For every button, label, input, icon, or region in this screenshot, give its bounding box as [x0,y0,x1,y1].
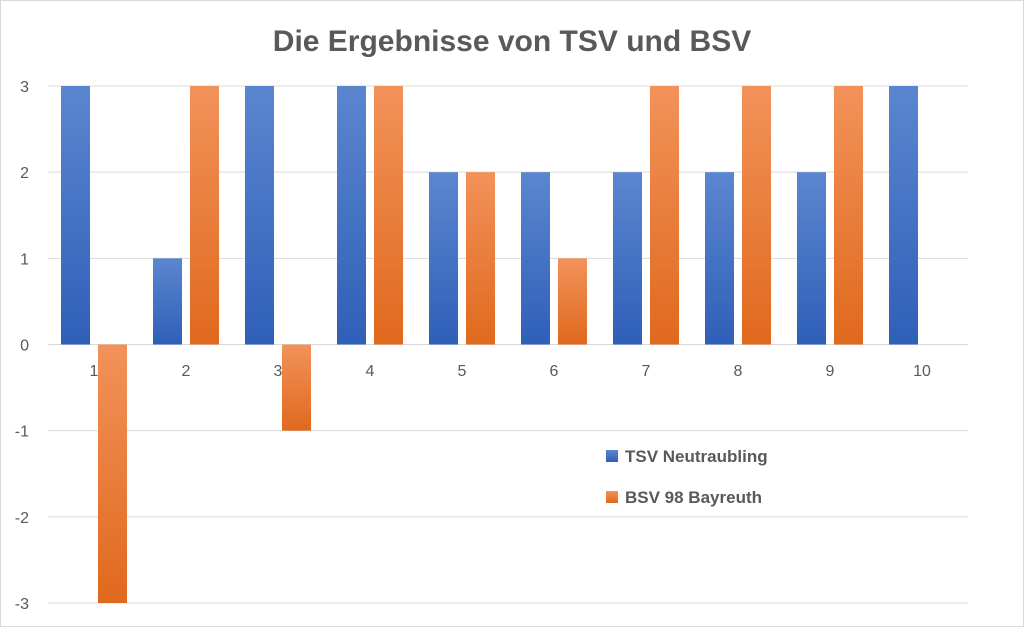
x-tick-label: 7 [642,363,651,380]
y-tick-label: -2 [15,510,29,527]
bar-tsv-3 [245,86,274,345]
bar-tsv-7 [613,172,642,345]
legend-label-tsv: TSV Neutraubling [625,447,768,466]
y-tick-label: -3 [15,596,29,613]
x-tick-label: 8 [734,363,743,380]
x-tick-label: 6 [550,363,559,380]
x-tick-label: 10 [913,363,931,380]
bar-tsv-10 [889,86,918,345]
bar-bsv-2 [190,86,219,345]
bar-tsv-8 [705,172,734,345]
x-tick-label: 5 [458,363,467,380]
bars [61,86,918,603]
bar-bsv-5 [466,172,495,345]
x-tick-label: 9 [826,363,835,380]
x-tick-label: 3 [274,363,283,380]
y-tick-label: 3 [20,79,29,96]
x-tick-label: 2 [182,363,191,380]
bar-tsv-9 [797,172,826,345]
x-tick-label: 1 [90,363,99,380]
bar-bsv-4 [374,86,403,345]
bar-tsv-1 [61,86,90,345]
bar-bsv-9 [834,86,863,345]
bar-tsv-4 [337,86,366,345]
bar-bsv-6 [558,258,587,345]
legend-swatch-tsv [606,450,618,462]
legend-swatch-bsv [606,491,618,503]
y-tick-label: -1 [15,424,29,441]
y-tick-label: 1 [20,251,29,268]
bar-bsv-1 [98,344,127,603]
legend-label-bsv: BSV 98 Bayreuth [625,488,762,507]
bar-tsv-6 [521,172,550,345]
legend: TSV Neutraubling BSV 98 Bayreuth [606,447,768,507]
y-tick-label: 2 [20,165,29,182]
bar-bsv-3 [282,344,311,431]
x-tick-label: 4 [366,363,375,380]
chart-title: Die Ergebnisse von TSV und BSV [273,25,751,58]
gridlines [48,85,968,604]
x-axis-ticks: 1 2 3 4 5 6 7 8 9 10 [90,363,931,380]
bar-tsv-5 [429,172,458,345]
y-tick-label: 0 [20,338,29,355]
y-axis-ticks: 3 2 1 0 -1 -2 -3 [15,79,29,613]
bar-tsv-2 [153,258,182,345]
bar-bsv-8 [742,86,771,345]
bar-bsv-7 [650,86,679,345]
